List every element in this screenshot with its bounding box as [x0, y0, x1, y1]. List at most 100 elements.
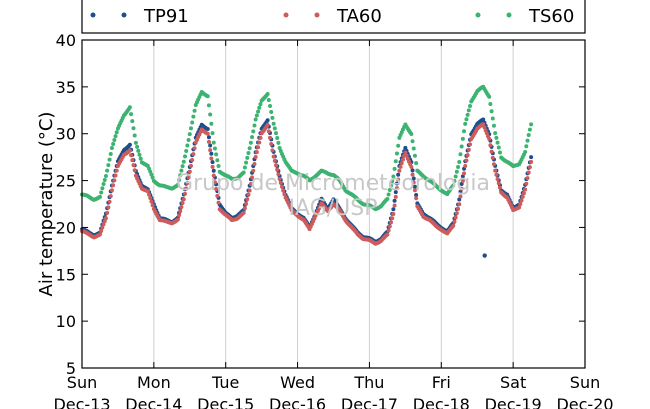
- data-point: [132, 133, 137, 138]
- data-point: [280, 184, 284, 189]
- data-point: [414, 161, 419, 166]
- data-point: [187, 169, 192, 174]
- y-tick-label: 40: [56, 31, 76, 50]
- data-point: [394, 186, 399, 191]
- data-point: [275, 135, 280, 140]
- data-point: [183, 154, 187, 159]
- data-point: [206, 139, 211, 144]
- x-tick-label-day: Wed: [280, 373, 315, 392]
- data-point: [468, 103, 473, 108]
- data-point: [177, 213, 182, 218]
- data-point: [103, 216, 108, 221]
- x-tick-label-date: Dec-19: [485, 395, 542, 409]
- data-point: [181, 159, 186, 164]
- watermark: Grupo de Micrometeorologia IAG/USP: [176, 171, 490, 221]
- data-point: [524, 144, 529, 149]
- x-tick-label-date: Dec-14: [125, 395, 182, 409]
- data-point: [526, 170, 531, 175]
- data-point: [130, 158, 135, 163]
- data-point: [494, 172, 499, 177]
- data-point: [521, 191, 526, 196]
- data-point: [524, 181, 529, 186]
- data-point: [392, 166, 397, 171]
- data-point: [97, 194, 102, 199]
- data-point: [493, 168, 498, 173]
- data-point: [215, 158, 220, 163]
- data-point: [489, 149, 494, 154]
- data-point: [409, 132, 414, 137]
- data-point: [245, 155, 250, 160]
- data-point: [130, 119, 135, 124]
- data-point: [272, 158, 277, 163]
- data-point: [127, 142, 132, 147]
- data-point: [387, 188, 392, 193]
- data-point: [398, 164, 403, 169]
- data-point: [527, 165, 532, 170]
- data-point: [175, 217, 180, 222]
- series-layer: [80, 84, 534, 258]
- data-point: [248, 181, 253, 186]
- data-point: [458, 194, 463, 199]
- data-point: [212, 146, 217, 151]
- data-point: [258, 135, 263, 140]
- data-point: [178, 209, 183, 214]
- data-point: [135, 144, 140, 149]
- data-point: [481, 122, 486, 127]
- data-point: [132, 168, 137, 173]
- data-point: [490, 116, 495, 121]
- data-point: [459, 182, 464, 187]
- x-tick-label-date: Dec-13: [53, 395, 110, 409]
- data-point: [256, 109, 261, 114]
- y-tick-label: 30: [56, 125, 76, 144]
- y-tick-label: 35: [56, 78, 76, 97]
- y-tick-label: 10: [56, 312, 76, 331]
- data-point: [385, 196, 390, 201]
- data-point: [494, 135, 499, 140]
- data-point: [459, 144, 464, 149]
- data-point: [106, 205, 111, 210]
- data-point: [393, 159, 398, 164]
- y-tick-label: 20: [56, 218, 76, 237]
- data-point: [106, 163, 111, 168]
- data-point: [253, 117, 258, 122]
- data-point: [112, 138, 117, 143]
- data-point: [459, 186, 464, 191]
- watermark-line-1: Grupo de Micrometeorologia: [176, 171, 490, 196]
- data-point: [252, 161, 257, 166]
- data-point: [112, 178, 117, 183]
- data-point: [150, 203, 155, 208]
- data-point: [205, 94, 210, 99]
- legend-marker: [90, 12, 96, 18]
- data-point: [410, 168, 415, 173]
- data-point: [179, 168, 184, 173]
- data-point: [387, 224, 392, 229]
- data-point: [149, 199, 154, 204]
- data-point: [107, 199, 112, 204]
- data-point: [266, 129, 271, 134]
- data-point: [178, 173, 183, 178]
- legend-label-ta60: TA60: [336, 6, 382, 27]
- data-point: [102, 177, 107, 182]
- data-point: [495, 140, 500, 145]
- data-point: [266, 98, 271, 103]
- y-tick-label: 25: [56, 172, 76, 191]
- data-point: [462, 171, 467, 176]
- data-point: [489, 109, 494, 114]
- data-point: [270, 148, 275, 153]
- data-point: [177, 178, 182, 183]
- data-point: [216, 200, 221, 205]
- data-point: [411, 180, 416, 185]
- data-point: [497, 185, 502, 190]
- data-point: [394, 181, 399, 186]
- y-axis-label: Air temperature (°C): [36, 112, 57, 297]
- data-point: [277, 145, 282, 150]
- data-point: [258, 102, 263, 107]
- data-point: [250, 175, 255, 180]
- data-point: [205, 127, 210, 132]
- data-point: [410, 172, 415, 177]
- data-point: [390, 179, 395, 184]
- data-point: [410, 139, 415, 144]
- data-point: [414, 196, 419, 201]
- x-tick-label-day: Sun: [570, 373, 600, 392]
- data-point: [458, 152, 463, 157]
